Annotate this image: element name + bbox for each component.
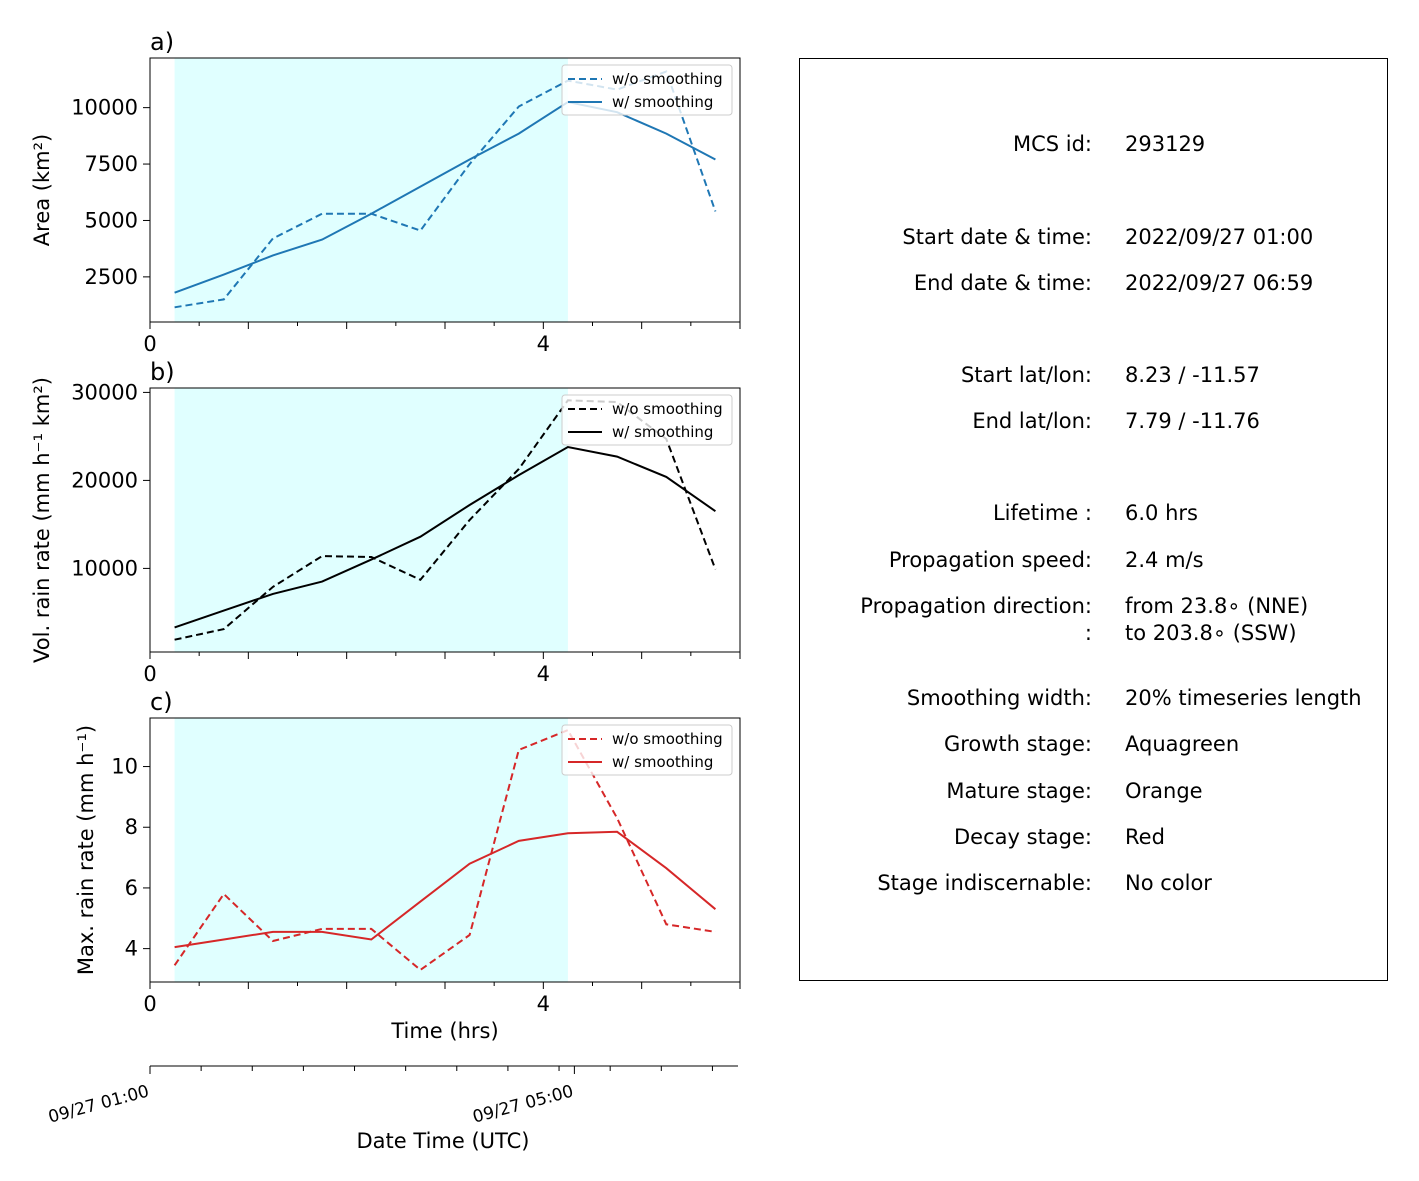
x-tick-label: 4: [537, 332, 550, 356]
legend-box: [561, 64, 733, 116]
info-panel: MCS id: 293129 Start date & time: 2022/09/2…: [799, 58, 1388, 981]
info-value: 2022/09/27 01:00: [1125, 225, 1314, 249]
x-axis-label: Time (hrs): [390, 1019, 498, 1043]
info-label: MCS id:: [1012, 132, 1092, 156]
series-line-raw: [174, 70, 717, 309]
y-tick-label: 10: [111, 755, 138, 779]
stage-shading: [174, 388, 568, 652]
y-axis-label: Area (km²): [30, 134, 54, 246]
series-line-smoothed: [174, 100, 716, 294]
y-axis-label: Vol. rain rate (mm h⁻¹ km²): [30, 377, 54, 663]
stage-shading: [174, 58, 568, 322]
info-label: Growth stage:: [943, 732, 1092, 756]
info-label: Mature stage:: [946, 779, 1092, 803]
info-label: Decay stage:: [954, 825, 1092, 849]
stage-shading: [174, 718, 568, 982]
y-axis-label: Max. rain rate (mm h⁻¹): [74, 725, 98, 975]
datetime-tick-label: 09/27 01:00: [46, 1082, 151, 1128]
legend-label: w/o smoothing: [612, 730, 723, 748]
info-value: Orange: [1125, 779, 1203, 803]
datetime-tick-label: 09/27 05:00: [471, 1082, 576, 1128]
info-label: :: [1084, 621, 1092, 645]
x-tick-label: 4: [537, 662, 550, 686]
panel-2: 0 4 10000 20000 30000 b) Vol. rain rate (mm h⁻…: [30, 358, 741, 686]
info-label: Propagation speed:: [888, 548, 1092, 572]
legend-label: w/ smoothing: [612, 93, 713, 111]
legend-label: w/ smoothing: [612, 753, 713, 771]
legend: w/o smoothing w/ smoothing: [561, 394, 733, 446]
info-label: Smoothing width:: [906, 686, 1092, 710]
legend: w/o smoothing w/ smoothing: [561, 64, 733, 116]
panel-label: c): [150, 688, 173, 716]
info-value: 293129: [1125, 132, 1206, 156]
info-value: to 203.8∘ (SSW): [1125, 621, 1297, 645]
y-tick-label: 7500: [85, 152, 138, 176]
panel-label: a): [150, 28, 174, 56]
series-line-smoothed: [174, 830, 717, 949]
y-tick-label: 2500: [85, 265, 138, 289]
info-value: 8.23 / -11.57: [1125, 363, 1260, 387]
legend: w/o smoothing w/ smoothing: [561, 724, 733, 776]
info-value: 20% timeseries length: [1125, 686, 1362, 710]
info-label: End lat/lon:: [972, 409, 1092, 433]
datetime-axis-label: Date Time (UTC): [357, 1129, 530, 1153]
info-value: Aquagreen: [1125, 732, 1240, 756]
legend-box: [561, 724, 733, 776]
legend-label: w/o smoothing: [612, 70, 723, 88]
y-tick-label: 20000: [71, 468, 138, 492]
y-tick-label: 4: [125, 937, 138, 961]
panel-label: b): [150, 358, 175, 386]
info-value: No color: [1125, 871, 1212, 895]
y-tick-label: 30000: [71, 380, 138, 404]
y-tick-label: 8: [125, 815, 138, 839]
info-label: Start date & time:: [902, 225, 1092, 249]
info-value: from 23.8∘ (NNE): [1125, 594, 1309, 618]
legend-box: [561, 394, 733, 446]
info-label: Lifetime :: [992, 501, 1092, 525]
y-tick-label: 6: [125, 876, 138, 900]
y-tick-label: 5000: [85, 208, 138, 232]
panel-3: 0 4 4 6 8 10 c) Max. rain rate (mm h⁻¹) Time (hr…: [74, 688, 741, 1043]
info-value: 2022/09/27 06:59: [1125, 271, 1314, 295]
info-value: Red: [1125, 825, 1165, 849]
info-label: Stage indiscernable:: [877, 871, 1092, 895]
info-value: 6.0 hrs: [1125, 501, 1198, 525]
info-value: 2.4 m/s: [1125, 548, 1204, 572]
info-label: Propagation direction:: [860, 594, 1092, 618]
legend-label: w/o smoothing: [612, 400, 723, 418]
y-tick-label: 10000: [71, 556, 138, 580]
y-tick-label: 10000: [71, 96, 138, 120]
info-label: Start lat/lon:: [960, 363, 1092, 387]
series-line-smoothed: [174, 445, 716, 629]
x-tick-label: 0: [143, 332, 156, 356]
info-label: End date & time:: [913, 271, 1092, 295]
x-tick-label: 4: [537, 992, 550, 1016]
panel-1: 0 4 2500 5000 7500 10000 a) Area (km²) w/o smoot…: [30, 28, 741, 356]
x-tick-label: 0: [143, 662, 156, 686]
info-value: 7.79 / -11.76: [1125, 409, 1260, 433]
legend-label: w/ smoothing: [612, 423, 713, 441]
x-tick-label: 0: [143, 992, 156, 1016]
series-line-raw: [174, 399, 717, 641]
